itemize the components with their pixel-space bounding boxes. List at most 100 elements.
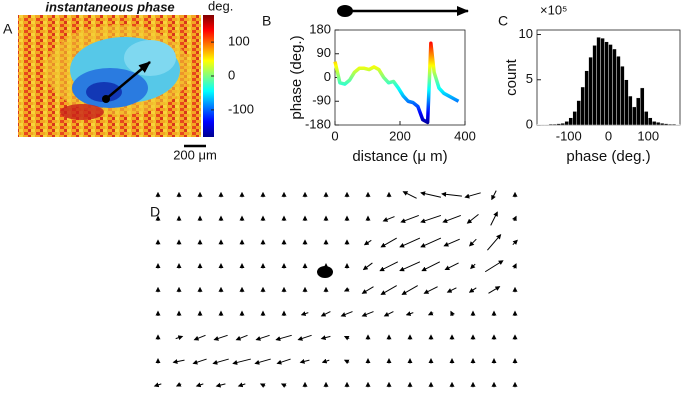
flow-vector (235, 334, 248, 341)
panel-letter: A (3, 21, 13, 37)
colorbar-tick-label: -100 (228, 101, 254, 116)
flow-vector (399, 237, 421, 248)
flow-vector (420, 237, 442, 248)
flow-vector (423, 286, 438, 294)
flow-vector (300, 311, 309, 316)
flow-vector (193, 334, 206, 341)
hist-bar (620, 65, 625, 126)
x-axis-label: distance (μ m) (352, 148, 447, 165)
hist-bar (576, 100, 581, 126)
flow-vector (512, 239, 518, 246)
flow-vector (280, 383, 287, 388)
flow-vector (382, 216, 395, 222)
hist-bar (600, 37, 605, 126)
hist-bar (552, 123, 558, 126)
flow-vector (488, 286, 501, 294)
flow-vector (427, 310, 434, 316)
hist-bar (632, 106, 637, 126)
flow-vector (153, 382, 162, 388)
flow-vector (402, 191, 417, 199)
hist-bar (640, 87, 645, 126)
flow-vector (343, 359, 350, 365)
y-tick-label: 5 (526, 71, 533, 86)
hist-bar (572, 111, 577, 126)
hist-bar (608, 44, 613, 126)
flow-vector (320, 335, 331, 341)
flow-vector (195, 382, 204, 388)
y-tick-label: 90 (317, 45, 331, 60)
hist-bar (667, 123, 673, 126)
x-tick-label: -100 (556, 128, 582, 143)
flow-vector (470, 263, 476, 270)
hist-bar (644, 111, 649, 126)
hist-bar (636, 97, 641, 126)
panel-letter: B (262, 13, 271, 29)
flow-vector (464, 192, 481, 199)
flow-vector (380, 237, 397, 248)
flow-vector (213, 334, 228, 341)
flow-vector (192, 358, 207, 365)
flow-vector (491, 190, 497, 201)
hist-bar (580, 86, 585, 126)
flow-vector (175, 382, 182, 387)
flow-vector (420, 214, 442, 224)
flow-vector (363, 239, 372, 246)
hist-bar (596, 37, 601, 126)
colorbar-label: deg. (208, 0, 233, 13)
hist-bar (556, 123, 562, 126)
flow-vector (172, 359, 185, 365)
flow-vector (441, 191, 462, 197)
flow-vector (450, 310, 455, 317)
flow-vector (399, 261, 421, 272)
y-axis-label: phase (deg.) (288, 35, 305, 119)
y-tick-label: -90 (312, 93, 331, 108)
hist-bar (628, 95, 633, 126)
panel-letter: C (498, 13, 508, 29)
y-axis-label: count (503, 58, 520, 96)
x-tick-label: 400 (454, 128, 476, 143)
flow-vector (237, 382, 246, 388)
hist-bar (584, 70, 589, 126)
hist-bar (560, 122, 566, 126)
phase-map (18, 15, 201, 137)
map-title: instantaneous phase (45, 0, 174, 14)
flow-vector (175, 335, 184, 341)
hist-bar (564, 121, 569, 126)
colorbar-tick-label: 0 (228, 67, 235, 82)
flow-vector (343, 335, 350, 341)
flow-vector (466, 213, 479, 224)
flow-vector (421, 261, 441, 272)
phase-line (333, 41, 460, 125)
hist-bar (663, 123, 669, 126)
flow-vector (444, 262, 459, 270)
hist-bar (671, 123, 677, 126)
flow-vector (442, 214, 461, 223)
flow-vector (490, 211, 498, 226)
hist-bar (604, 41, 609, 126)
hist-bar (624, 79, 629, 126)
flow-vector (361, 311, 374, 317)
x-tick-label: 200 (389, 128, 411, 143)
path-indicator (337, 5, 469, 17)
axes-frame (334, 29, 466, 126)
flow-vector (215, 382, 226, 388)
flow-vector (275, 334, 292, 342)
flow-vector (232, 358, 251, 365)
y-exponent-label: ×10⁵ (540, 2, 567, 17)
flow-vector (361, 286, 374, 294)
y-tick-label: 180 (309, 21, 331, 36)
flow-vector (420, 191, 442, 198)
hist-bar (655, 122, 661, 126)
x-tick-label: 0 (605, 128, 612, 143)
scale-bar-label: 200 μm (173, 147, 217, 162)
electrode-dot (317, 266, 333, 278)
flow-vector (401, 285, 418, 295)
hist-bar (592, 45, 597, 126)
flow-vector (512, 263, 517, 269)
y-tick-label: 10 (519, 26, 533, 41)
hist-bar (648, 117, 653, 126)
flow-vector (343, 287, 350, 292)
panel-letter: D (150, 204, 160, 220)
flow-vector (405, 311, 414, 316)
hist-bar (568, 117, 573, 126)
